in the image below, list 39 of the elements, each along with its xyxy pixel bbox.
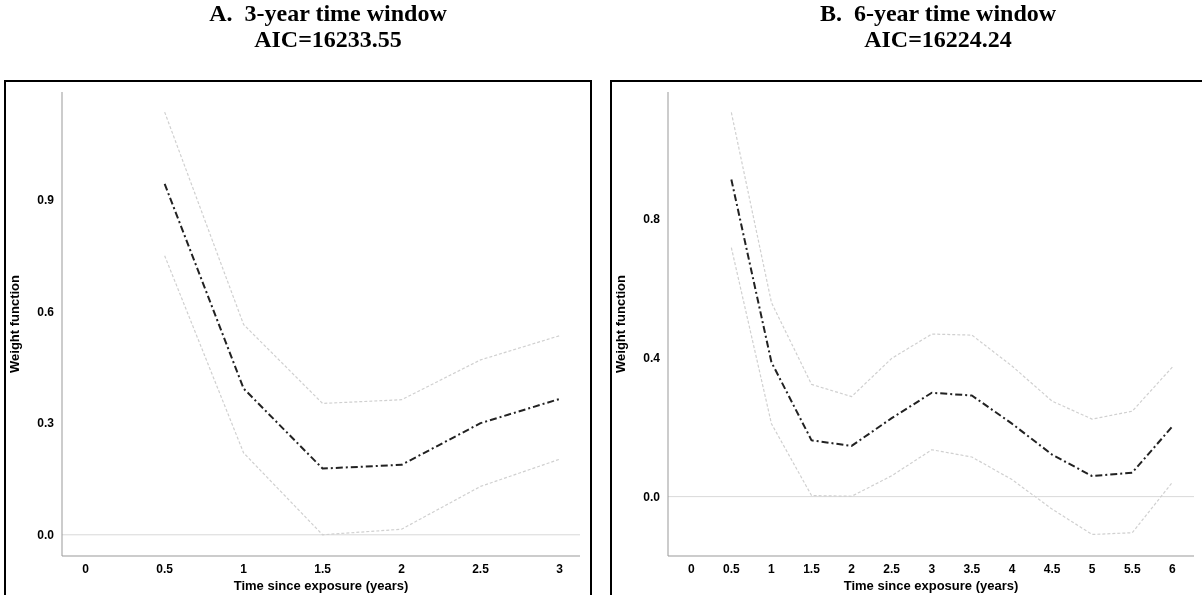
line-series [730, 111, 1173, 420]
y-axis-title: Weight function [612, 274, 628, 373]
y-tick-label: 0.4 [643, 350, 661, 365]
y-tick-label: 0.0 [643, 489, 661, 504]
chart-title: A. 3-year time window [208, 0, 448, 26]
x-tick-label: 1.5 [803, 561, 821, 576]
x-tick-label: 1.5 [314, 561, 332, 576]
y-tick-label: 0.3 [37, 416, 55, 431]
x-tick-label: 5 [1088, 561, 1096, 576]
y-tick-label: 0.6 [37, 304, 55, 319]
x-tick-label: 3 [928, 561, 936, 576]
x-tick-label: 1 [240, 561, 248, 576]
x-tick-label: 0 [82, 561, 90, 576]
x-tick-label: 0.5 [156, 561, 174, 576]
x-tick-label: 2 [398, 561, 406, 576]
x-tick-label: 5.5 [1123, 561, 1141, 576]
x-tick-label: 0.5 [723, 561, 741, 576]
x-tick-label: 4.5 [1043, 561, 1061, 576]
x-axis-title: Time since exposure (years) [233, 578, 409, 593]
line-series [164, 111, 561, 405]
y-axis-title: Weight function [6, 274, 22, 373]
x-tick-label: 2.5 [472, 561, 490, 576]
y-tick-label: 0.8 [643, 212, 661, 227]
x-tick-label: 6 [1169, 561, 1177, 576]
line-series [730, 178, 1174, 478]
chart-subtitle: AIC=16233.55 [253, 26, 403, 52]
x-tick-label: 3.5 [963, 561, 981, 576]
chart-subtitle: AIC=16224.24 [863, 26, 1013, 52]
y-tick-label: 0.0 [37, 528, 55, 543]
y-tick-label: 0.9 [37, 193, 55, 208]
x-axis-title: Time since exposure (years) [843, 578, 1019, 593]
line-series [163, 182, 561, 470]
x-tick-label: 0 [687, 561, 695, 576]
chart-title: B. 6-year time window [818, 0, 1058, 26]
x-tick-label: 2.5 [883, 561, 901, 576]
x-tick-label: 1 [768, 561, 776, 576]
x-tick-label: 3 [556, 561, 564, 576]
x-tick-label: 2 [848, 561, 856, 576]
x-tick-label: 4 [1008, 561, 1016, 576]
